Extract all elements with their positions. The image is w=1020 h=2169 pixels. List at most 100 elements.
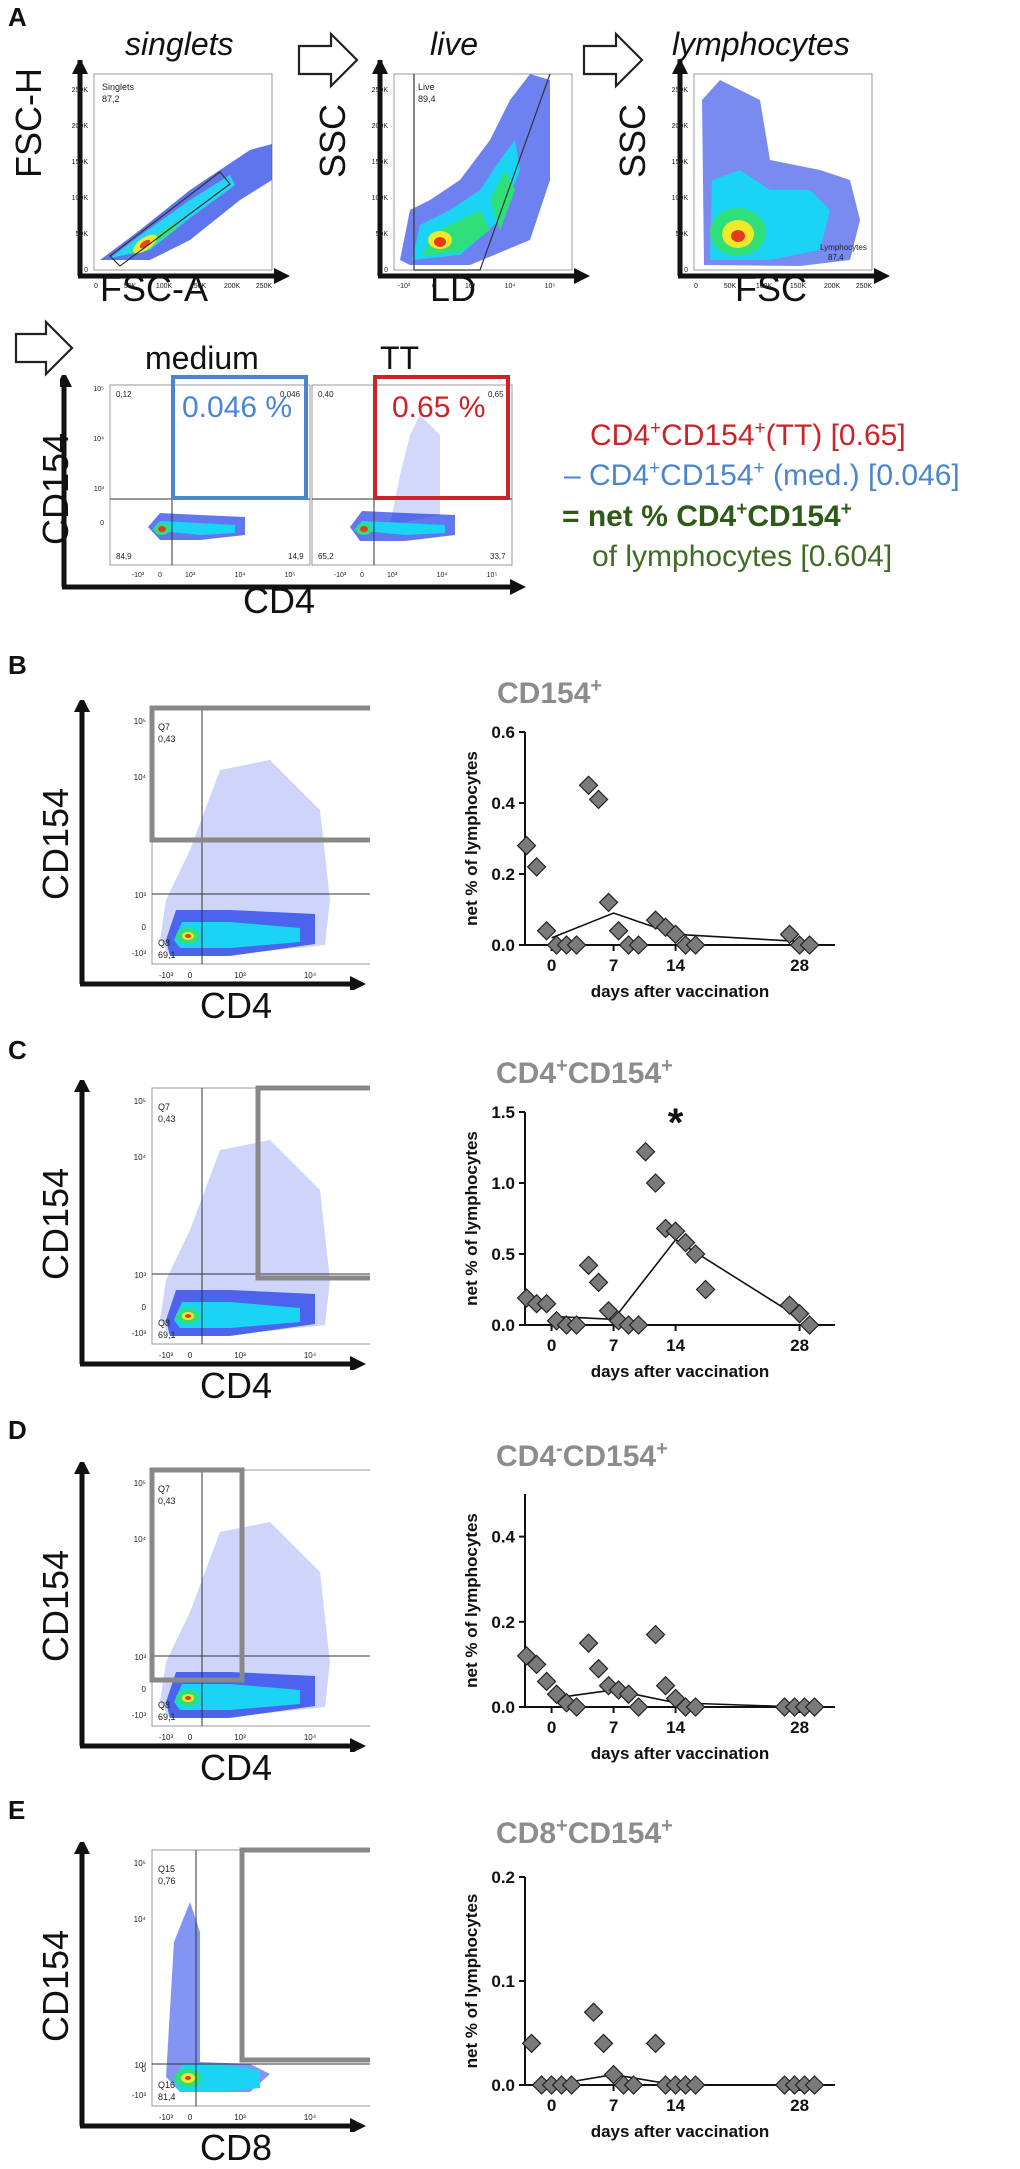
flow-xtick: 0 xyxy=(188,2113,193,2122)
chart-point xyxy=(536,1671,557,1692)
chart-point xyxy=(675,1232,696,1253)
chart-point xyxy=(521,2033,542,2054)
chart-point xyxy=(779,924,800,945)
tt-gate xyxy=(373,375,510,500)
flow-ytick: 10⁵ xyxy=(134,1479,146,1488)
singlets-ytick: 0 xyxy=(84,267,88,274)
lymph-xtick: 50K xyxy=(724,283,737,290)
flow-xtick: 10³ xyxy=(234,971,246,980)
singlets-ytick: 250K xyxy=(72,87,89,94)
gating-arrow-2-icon xyxy=(582,31,644,89)
lymph-xtick: 0 xyxy=(694,283,698,290)
chart-point xyxy=(789,1303,810,1324)
flow-ytick: 0 xyxy=(142,923,147,932)
gate-title-live: live xyxy=(430,26,479,62)
chart-point xyxy=(635,1141,656,1162)
stim-ytick: 10⁵ xyxy=(93,386,104,393)
medium-density xyxy=(148,513,245,540)
flow-ytick: -10³ xyxy=(132,1329,147,1338)
flow-q-ll-val: 81,4 xyxy=(158,2092,176,2102)
flow-ytick: 10⁴ xyxy=(134,773,147,782)
chart-xlabel: days after vaccination xyxy=(591,2122,770,2141)
chart-point xyxy=(603,2064,624,2085)
flow-ytick: 10³ xyxy=(134,1271,146,1280)
live-ytick: 100K xyxy=(372,195,389,202)
chart-xtick-label: 14 xyxy=(666,1718,685,1737)
flow-plot: Q7 0,43 Q6 0,68 Q8 69,1 Q5 29,8 10⁵ 10⁴ … xyxy=(74,1462,370,1752)
chart-xtick-label: 28 xyxy=(790,956,809,975)
flow-plot: Q7 0,43 Q6 0,68 Q8 69,1 Q5 29,8 10⁵ 10⁴ … xyxy=(74,700,370,990)
live-gate-value: 89,4 xyxy=(418,94,436,104)
tt-q-ur: 0,65 xyxy=(488,390,504,399)
flow-xtick: 10³ xyxy=(234,2113,246,2122)
equation-line-medium: – CD4+CD154+ (med.) [0.046] xyxy=(564,458,960,492)
stim-xtick: 10³ xyxy=(387,572,398,579)
lymph-xtick: 200K xyxy=(824,283,841,290)
stim-xtick: 10³ xyxy=(185,572,196,579)
chart-c-title: CD4+CD154+ xyxy=(496,1055,673,1090)
medium-label: medium xyxy=(145,340,259,376)
chart-point xyxy=(655,1675,676,1696)
flow-xtick: 10⁴ xyxy=(304,2113,317,2122)
flow-xtick: 10⁴ xyxy=(304,1351,317,1360)
chart-point xyxy=(665,924,686,945)
flow-ytick: 0 xyxy=(142,1685,147,1694)
tt-q-ul: 0,40 xyxy=(318,390,334,399)
chart-ytick-label: 0.6 xyxy=(491,723,515,742)
equation-line-net: = net % CD4+CD154+ xyxy=(562,499,852,533)
chart-xlabel: days after vaccination xyxy=(591,1744,770,1763)
live-y-axis-title: SSC xyxy=(312,103,353,178)
flow-x-axis-title: CD8 xyxy=(200,2127,273,2168)
chart-ytick-label: 0.2 xyxy=(491,865,515,884)
flow-xtick: 0 xyxy=(188,971,193,980)
stim-ytick: 10³ xyxy=(94,486,105,493)
chart-mean-line xyxy=(551,912,800,943)
tt-label: TT xyxy=(380,340,420,376)
singlets-y-axis-title: FSC-H xyxy=(8,68,49,178)
chart-point xyxy=(685,1697,706,1717)
medium-q-ur: 0,046 xyxy=(280,390,301,399)
live-plot: Live 89,4 0 50K 100K 150K 200K 250K -10³… xyxy=(372,60,590,290)
chart-d: 0.0 0.2 0.4 0 7 14 28 days after vaccination net… xyxy=(462,1494,835,1763)
live-density xyxy=(400,74,550,265)
panel-letter-a: A xyxy=(8,2,27,32)
chart-point xyxy=(608,920,629,941)
flow-ytick: 10³ xyxy=(134,891,146,900)
chart-ytick-label: 0.2 xyxy=(491,1868,515,1887)
flow-plot: Q7 0,43 Q6 0,68 Q8 69,1 Q5 29,8 10⁵ 10⁴ … xyxy=(74,1080,370,1370)
chart-point xyxy=(685,2075,706,2095)
lymph-y-axis-title: SSC xyxy=(612,103,653,178)
chart-d-title: CD4-CD154+ xyxy=(496,1438,668,1473)
equation-line-of-lymph: of lymphocytes [0.604] xyxy=(592,540,893,573)
chart-point xyxy=(516,835,537,856)
stim-xtick: -10³ xyxy=(334,572,347,579)
chart-point xyxy=(526,1654,547,1675)
chart-point xyxy=(685,1244,706,1264)
singlets-xtick: 0 xyxy=(94,283,98,290)
chart-point xyxy=(588,789,609,810)
chart-point xyxy=(588,1272,609,1293)
chart-ylabel: net % of lymphocytes xyxy=(462,1894,481,2069)
chart-point xyxy=(618,1684,639,1705)
chart-point xyxy=(645,1173,666,1193)
chart-ytick-label: 0.1 xyxy=(491,1972,515,1991)
medium-q-ll: 84,9 xyxy=(116,552,132,561)
lymph-ytick: 250K xyxy=(672,87,689,94)
flow-xtick: -10³ xyxy=(159,2113,174,2122)
chart-ytick-label: 0.4 xyxy=(491,1528,515,1547)
lymph-xtick: 250K xyxy=(856,283,873,290)
live-xtick: 10⁴ xyxy=(505,283,516,290)
chart-ytick-label: 0.0 xyxy=(491,2076,515,2095)
lymph-density xyxy=(702,80,860,266)
flow-ytick: 10⁴ xyxy=(134,1153,147,1162)
flow-ytick: -10³ xyxy=(132,2091,147,2100)
singlets-ytick: 150K xyxy=(72,159,89,166)
chart-e-title: CD8+CD154+ xyxy=(496,1815,673,1850)
live-xtick: 10⁵ xyxy=(545,283,556,290)
live-gate-name: Live xyxy=(418,82,435,92)
flow-x-axis-title: CD4 xyxy=(200,1747,273,1788)
chart-point xyxy=(566,935,587,955)
chart-point xyxy=(665,1221,686,1242)
flow-q-ul-name: Q15 xyxy=(158,1864,175,1874)
chart-ytick-label: 1.0 xyxy=(491,1174,515,1193)
